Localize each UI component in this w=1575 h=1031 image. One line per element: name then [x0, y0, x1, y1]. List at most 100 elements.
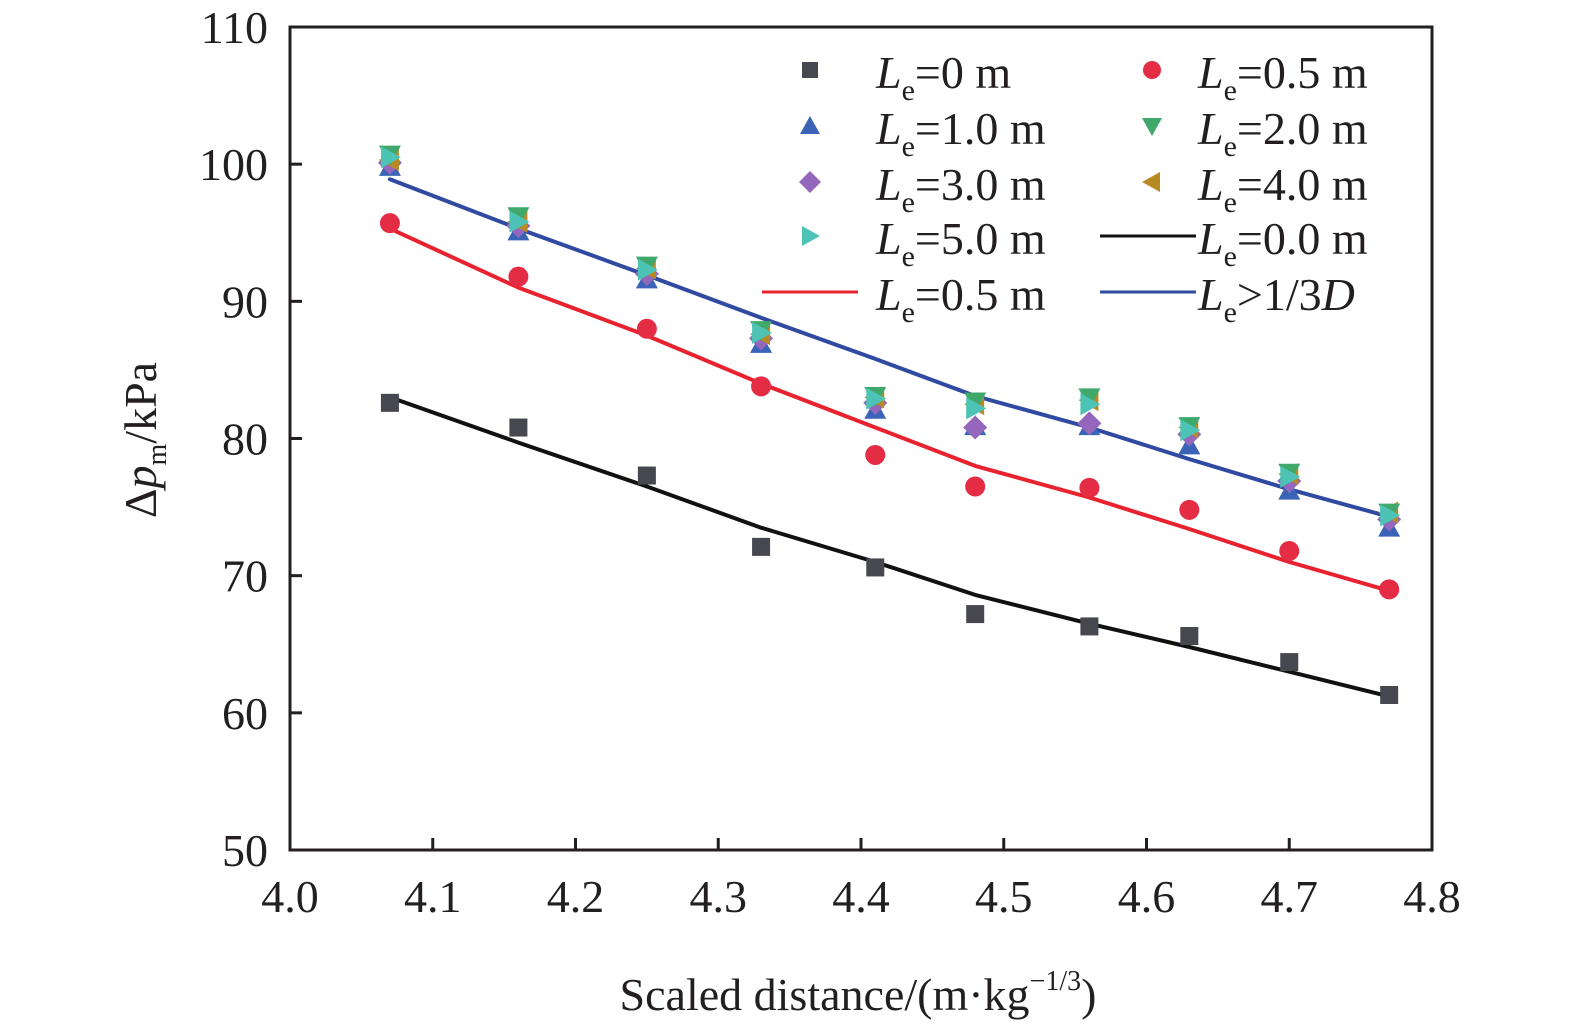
legend-label-var: L [1197, 103, 1224, 154]
legend-label-var: L [1197, 269, 1224, 320]
legend-label-rest: =0.0 m [1237, 213, 1368, 264]
fit-lines [387, 177, 1392, 699]
legend-marker-icon [1142, 172, 1160, 192]
legend-label-rest: =2.0 m [1237, 103, 1368, 154]
fit-line-8 [387, 226, 1392, 593]
legend-label-var: L [875, 269, 902, 320]
legend-label-var: L [875, 103, 902, 154]
x-tick-label: 4.6 [1118, 871, 1176, 922]
data-point [379, 213, 400, 234]
data-point [637, 466, 656, 485]
data-markers [377, 145, 1402, 705]
y-axis-title-var: p [115, 465, 166, 491]
legend-label: Le=2.0 m [1197, 103, 1368, 163]
legend-item: Le=1.0 m [800, 103, 1046, 163]
legend-label-var: L [1197, 47, 1224, 98]
legend-marker-icon [802, 62, 818, 78]
legend-label-sub: e [1224, 240, 1237, 273]
x-tick-label: 4.7 [1261, 871, 1319, 922]
legend-label: Le=0.5 m [1197, 47, 1368, 107]
legend: Le=0 m Le=0.5 mLe=1.0 m Le=2.0 mLe=3.0 m Le… [762, 47, 1368, 329]
legend-label: Le=3.0 m [875, 159, 1046, 219]
y-axis-title: Δpm/kPa [115, 362, 173, 518]
fit-line-7 [387, 395, 1392, 699]
legend-label-sub: e [902, 186, 915, 219]
legend-marker-icon [1143, 61, 1161, 79]
legend-label-rest: =5.0 m [915, 213, 1046, 264]
legend-item: Le=4.0 m [1142, 159, 1368, 219]
x-axis-title-sup: −1/3 [1030, 966, 1082, 997]
legend-label-var: L [1197, 159, 1224, 210]
x-tick-label: 4.4 [832, 871, 890, 922]
legend-marker-icon [799, 171, 821, 193]
data-point [1080, 617, 1099, 636]
legend-label-sub: e [902, 74, 915, 107]
legend-label-var: L [875, 47, 902, 98]
y-tick-label: 110 [201, 2, 268, 53]
y-tick-label: 60 [222, 688, 268, 739]
x-tick-label: 4.0 [261, 871, 319, 922]
data-point [380, 146, 401, 169]
data-point [1077, 411, 1102, 436]
y-tick-label: 90 [222, 276, 268, 327]
legend-item: Le=0.5 m [762, 269, 1046, 329]
data-point [963, 415, 988, 440]
legend-item: Le=2.0 m [1142, 103, 1368, 163]
data-point [965, 476, 986, 497]
data-point [636, 318, 657, 339]
y-tick-label: 80 [222, 414, 268, 465]
data-point [1380, 504, 1401, 527]
legend-label: Le=0.5 m [875, 269, 1046, 329]
data-point [1079, 477, 1100, 498]
legend-marker-icon [802, 226, 820, 246]
legend-label-rest: >1/3 [1237, 269, 1322, 320]
legend-label-sub: e [1224, 296, 1237, 329]
legend-label-rest: =0 m [915, 47, 1011, 98]
legend-label-sub: e [1224, 186, 1237, 219]
y-tick-label: 100 [199, 139, 268, 190]
y-tick-label: 50 [222, 825, 268, 876]
legend-label-var: L [1197, 213, 1224, 264]
data-point [751, 376, 772, 397]
legend-label: Le=1.0 m [875, 103, 1046, 163]
y-axis-title-sub: m [142, 443, 173, 465]
legend-label: Le=0.0 m [1197, 213, 1368, 273]
data-point [866, 387, 887, 410]
data-point [1280, 653, 1299, 672]
data-point [752, 537, 771, 556]
legend-label-rest: =3.0 m [915, 159, 1046, 210]
data-point [509, 418, 528, 437]
legend-item: Le=0.5 m [1143, 47, 1368, 107]
data-point [637, 258, 658, 281]
legend-label: Le=0 m [875, 47, 1011, 107]
legend-label-rest: =1.0 m [915, 103, 1046, 154]
data-point [509, 210, 530, 233]
legend-label-sub: e [902, 240, 915, 273]
data-point [966, 397, 987, 420]
legend-label: Le=4.0 m [1197, 159, 1368, 219]
legend-label-rest: =0.5 m [1237, 47, 1368, 98]
legend-label: Le>1/3D [1197, 269, 1355, 329]
data-point [1379, 579, 1400, 600]
x-axis-title-close: ) [1081, 969, 1096, 1020]
legend-label-sub: e [902, 296, 915, 329]
legend-item: Le=0.0 m [1100, 213, 1368, 273]
x-tick-label: 4.2 [547, 871, 605, 922]
legend-label: Le=5.0 m [875, 213, 1046, 273]
legend-label-var: L [875, 159, 902, 210]
legend-label-tail: D [1321, 269, 1355, 320]
data-point [1279, 540, 1300, 561]
legend-item: Le=0 m [802, 47, 1011, 107]
legend-label-rest: =0.5 m [915, 269, 1046, 320]
x-tick-label: 4.8 [1403, 871, 1461, 922]
data-point [752, 321, 773, 344]
legend-label-var: L [875, 213, 902, 264]
x-tick-label: 4.5 [975, 871, 1033, 922]
legend-label-sub: e [1224, 130, 1237, 163]
axes: 4.0 4.1 4.2 4.3 4.4 4.5 4.6 4.7 4.8 50 60 70 80 90 100… [199, 2, 1461, 922]
legend-item: Le>1/3D [1100, 269, 1355, 329]
legend-item: Le=5.0 m [802, 213, 1046, 273]
y-tick-label: 70 [222, 551, 268, 602]
x-tick-label: 4.1 [404, 871, 462, 922]
